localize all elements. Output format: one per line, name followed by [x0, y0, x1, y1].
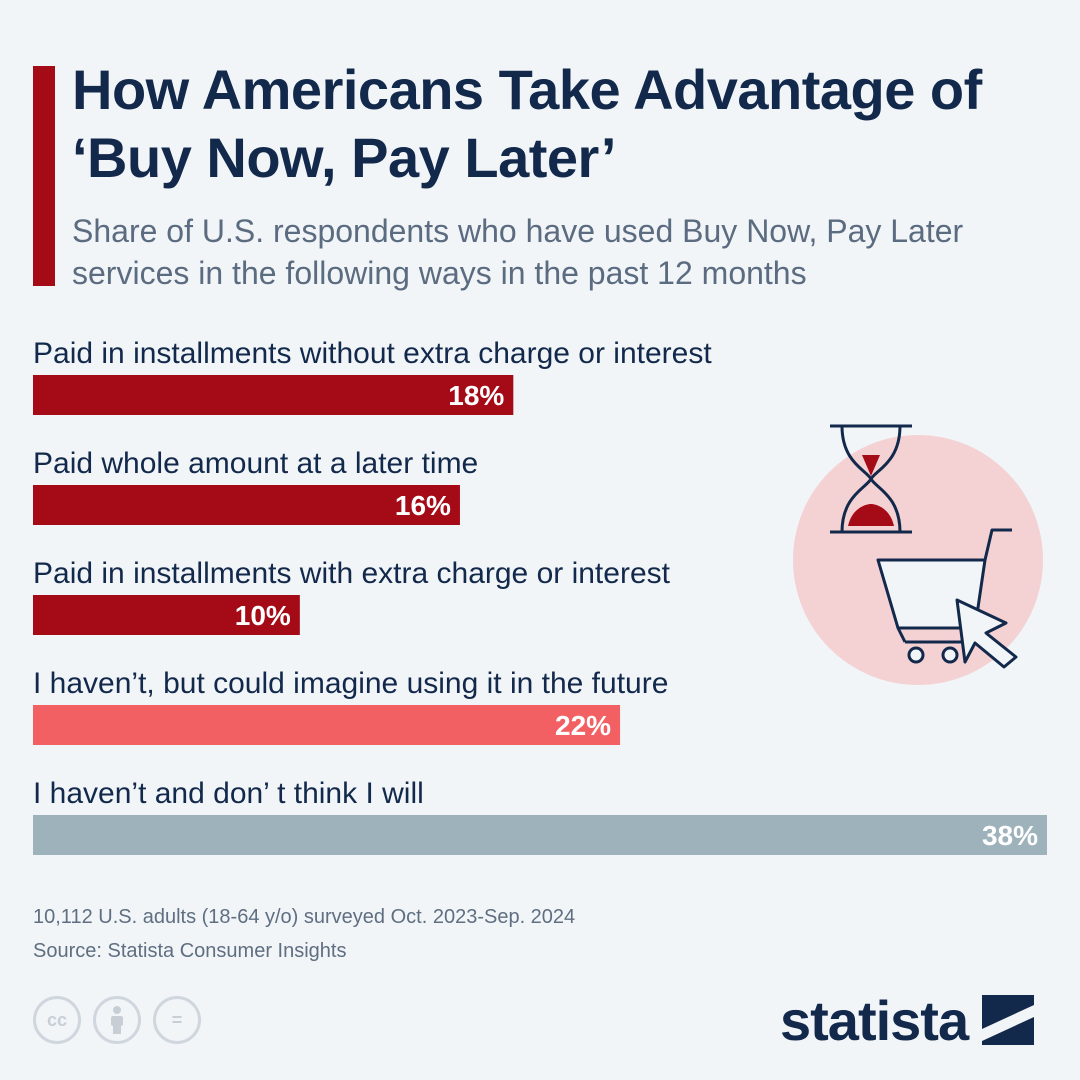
statista-logo[interactable]: statista — [780, 988, 1035, 1052]
brand-name: statista — [780, 988, 969, 1052]
bar — [33, 595, 300, 635]
title-accent-bar — [33, 66, 55, 286]
chart-title: How Americans Take Advantage of ‘Buy Now… — [72, 58, 982, 189]
category-label: Paid whole amount at a later time — [33, 447, 478, 480]
statista-logo-icon — [982, 995, 1035, 1045]
bar — [33, 705, 621, 745]
cc-icon[interactable]: cc — [33, 996, 81, 1044]
bar-value-label: 38% — [982, 820, 1038, 851]
chart-subtitle: Share of U.S. respondents who have used … — [72, 213, 964, 291]
shopping-illustration — [793, 424, 1043, 685]
bar — [33, 815, 1047, 855]
bar-value-label: 22% — [555, 710, 611, 741]
bar-value-label: 10% — [235, 600, 291, 631]
no-derivatives-icon[interactable]: = — [153, 996, 201, 1044]
survey-note: 10,112 U.S. adults (18-64 y/o) surveyed … — [33, 906, 576, 928]
category-label: Paid in installments without extra charg… — [33, 337, 712, 370]
bar-value-label: 16% — [395, 490, 451, 521]
bar — [33, 375, 514, 415]
footnote: 10,112 U.S. adults (18-64 y/o) surveyed … — [33, 900, 575, 968]
source-note: Source: Statista Consumer Insights — [33, 940, 347, 962]
license-icons: cc = — [33, 996, 201, 1044]
bar — [33, 485, 460, 525]
bar-chart: Paid in installments without extra charg… — [33, 337, 1047, 855]
category-label: Paid in installments with extra charge o… — [33, 557, 671, 590]
mouse-pointer-icon — [955, 598, 1018, 669]
category-label: I haven’t, but could imagine using it in… — [33, 667, 668, 700]
bar-value-label: 18% — [448, 380, 504, 411]
hourglass-icon — [830, 424, 912, 534]
category-label: I haven’t and don’ t think I will — [33, 777, 424, 810]
attribution-icon[interactable] — [93, 996, 141, 1044]
